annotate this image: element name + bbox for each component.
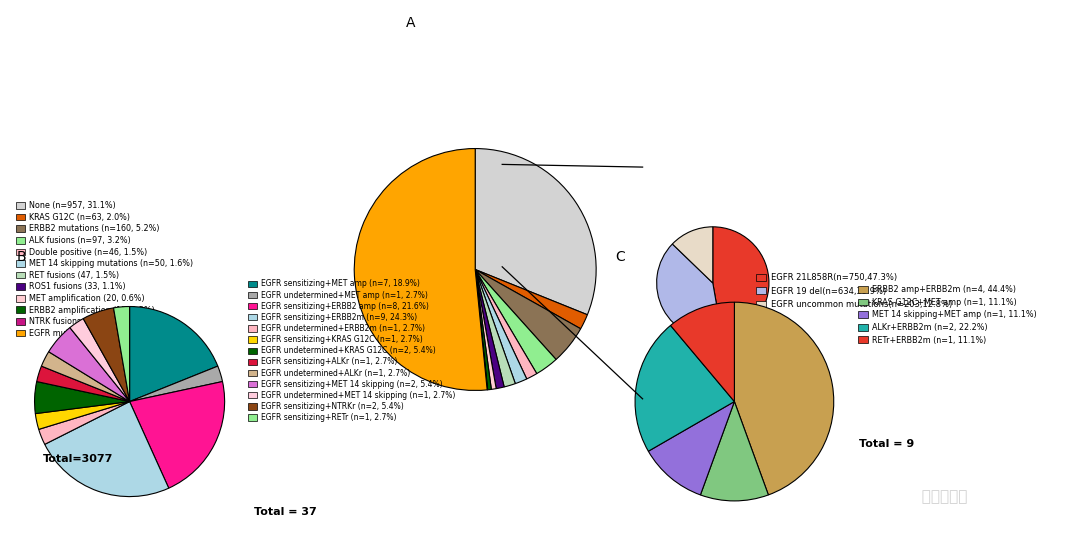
Wedge shape — [475, 270, 527, 384]
Wedge shape — [36, 402, 130, 430]
Wedge shape — [648, 402, 734, 495]
Wedge shape — [671, 302, 734, 402]
Wedge shape — [49, 328, 130, 402]
Wedge shape — [44, 402, 168, 496]
Wedge shape — [83, 308, 130, 402]
Wedge shape — [475, 149, 596, 315]
Text: B: B — [16, 250, 26, 264]
Text: Total = 9: Total = 9 — [859, 439, 914, 450]
Wedge shape — [635, 326, 734, 451]
Wedge shape — [70, 319, 130, 402]
Wedge shape — [734, 302, 834, 495]
Wedge shape — [113, 307, 130, 402]
Wedge shape — [41, 352, 130, 402]
Wedge shape — [475, 270, 515, 387]
Text: Total = 37: Total = 37 — [254, 507, 316, 517]
Wedge shape — [701, 402, 768, 501]
Wedge shape — [475, 270, 491, 390]
Wedge shape — [713, 227, 769, 338]
Wedge shape — [39, 402, 130, 444]
Wedge shape — [475, 270, 588, 329]
Legend: ERBB2 amp+ERBB2m (n=4, 44.4%), KRAS G12C+MET amp (n=1, 11.1%), MET 14 skipping+M: ERBB2 amp+ERBB2m (n=4, 44.4%), KRAS G12C… — [858, 284, 1037, 345]
Legend: EGFR sensitizing+MET amp (n=7, 18.9%), EGFR undetermined+MET amp (n=1, 2.7%), EG: EGFR sensitizing+MET amp (n=7, 18.9%), E… — [247, 279, 456, 423]
Text: C: C — [616, 250, 625, 264]
Wedge shape — [130, 366, 222, 402]
Wedge shape — [475, 270, 504, 389]
Wedge shape — [475, 270, 496, 389]
Legend: EGFR 21L858R(n=750,47.3%), EGFR 19 del(n=634,39.9%), EGFR uncommon mutations(n=2: EGFR 21L858R(n=750,47.3%), EGFR 19 del(n… — [755, 271, 954, 311]
Text: A: A — [406, 16, 415, 30]
Text: Total=3077: Total=3077 — [43, 453, 113, 464]
Wedge shape — [475, 270, 488, 390]
Wedge shape — [657, 244, 723, 339]
Wedge shape — [475, 270, 556, 374]
Wedge shape — [130, 382, 225, 488]
Text: 基因药物汇: 基因药物汇 — [912, 489, 968, 505]
Wedge shape — [130, 307, 218, 402]
Wedge shape — [475, 270, 537, 379]
Wedge shape — [35, 382, 130, 413]
Legend: None (n=957, 31.1%), KRAS G12C (n=63, 2.0%), ERBB2 mutations (n=160, 5.2%), ALK : None (n=957, 31.1%), KRAS G12C (n=63, 2.… — [15, 201, 194, 338]
Wedge shape — [475, 270, 581, 360]
Wedge shape — [354, 149, 487, 390]
Wedge shape — [37, 366, 130, 402]
Wedge shape — [673, 227, 713, 283]
